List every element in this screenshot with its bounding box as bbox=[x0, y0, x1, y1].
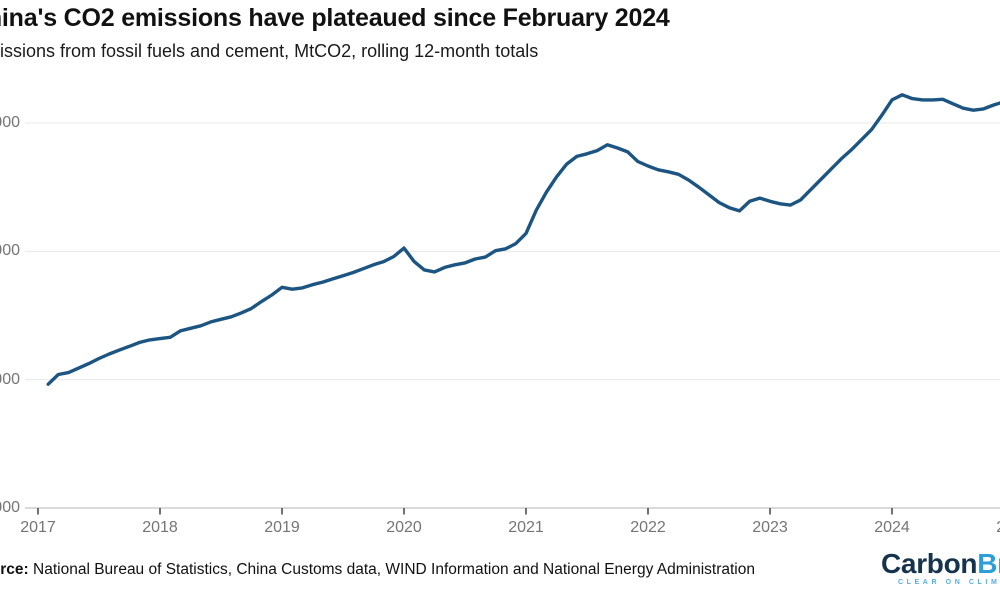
x-axis-label: 2025 bbox=[984, 518, 1000, 538]
logo-carbon: Carbon bbox=[881, 548, 978, 579]
source-text: National Bureau of Statistics, China Cus… bbox=[28, 561, 755, 578]
x-axis-label: 2024 bbox=[874, 519, 910, 536]
logo-tagline: CLEAR ON CLIMATE bbox=[898, 579, 1000, 586]
x-axis-label: 2021 bbox=[508, 519, 544, 536]
carbonbrief-logo: CarbonBrief CLEAR ON CLIMATE bbox=[881, 550, 1000, 587]
x-axis-label: 2017 bbox=[20, 519, 56, 536]
emissions-line bbox=[46, 93, 1000, 386]
x-axis-label: 2022 bbox=[630, 519, 666, 536]
x-axis-label: 2020 bbox=[386, 519, 422, 536]
y-axis-label: 12,000 bbox=[0, 114, 20, 131]
source-note: Source: National Bureau of Statistics, C… bbox=[0, 561, 755, 579]
logo-brief: Brief bbox=[977, 548, 1000, 579]
x-axis-label: 2019 bbox=[264, 519, 300, 536]
carbonbrief-wordmark: CarbonBrief bbox=[881, 550, 1000, 578]
y-axis-label: 11,000 bbox=[0, 242, 20, 260]
y-axis-label: 10,000 bbox=[0, 370, 20, 388]
x-axis-label: 2023 bbox=[752, 519, 788, 536]
y-axis-label: 9,000 bbox=[0, 498, 20, 516]
page-title: China's CO2 emissions have plateaued sin… bbox=[0, 4, 670, 32]
x-axis-label: 2018 bbox=[142, 519, 178, 536]
source-label: Source: bbox=[0, 561, 29, 578]
page-subtitle: Emissions from fossil fuels and cement, … bbox=[0, 41, 539, 61]
